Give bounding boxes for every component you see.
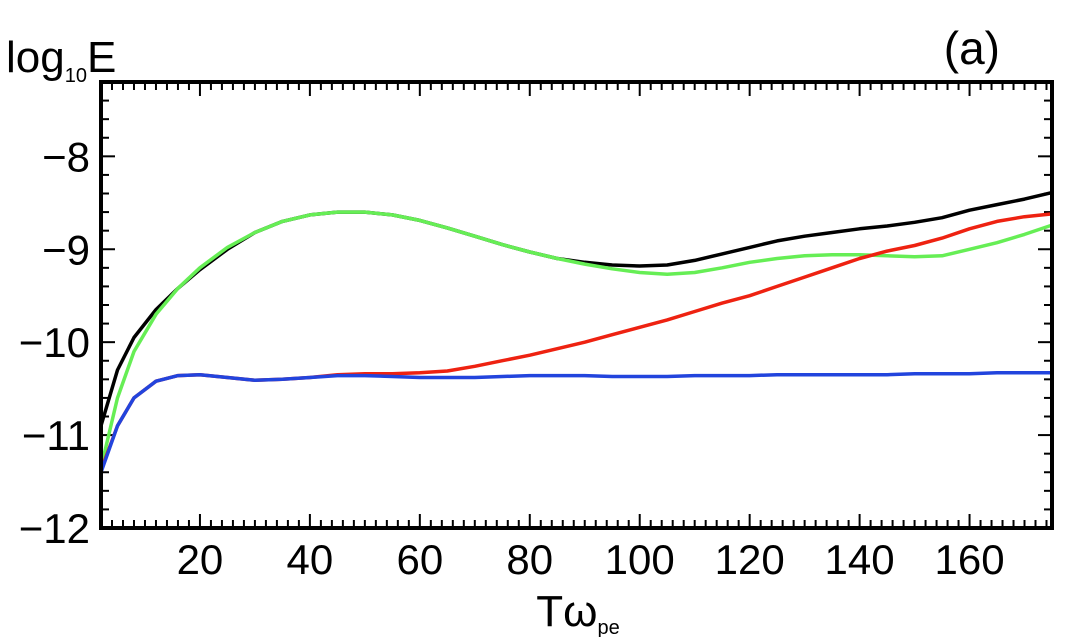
x-axis-title: Tωpe (536, 587, 619, 637)
y-axis-title-main: log (6, 33, 65, 82)
x-tick-label: 140 (825, 536, 895, 583)
y-axis-title: log10E (6, 33, 116, 87)
x-tick-label: 80 (506, 536, 553, 583)
x-tick-label: 60 (396, 536, 443, 583)
x-axis-title-main: Tω (536, 587, 597, 636)
y-tick-label: −9 (42, 226, 90, 273)
panel-label: (a) (944, 22, 1000, 74)
x-tick-label: 40 (287, 536, 334, 583)
x-tick-label: 120 (715, 536, 785, 583)
y-tick-label: −10 (19, 319, 90, 366)
y-axis-title-suffix: E (87, 33, 116, 82)
y-tick-labels: −12 −11 −10 −9 −8 (19, 133, 90, 552)
series-line-black (99, 190, 1054, 428)
x-tick-labels: 20 40 60 80 100 120 140 160 (177, 536, 1005, 583)
y-tick-label: −8 (42, 133, 90, 180)
y-tick-label: −11 (22, 412, 90, 459)
y-axis-title-sub: 10 (65, 65, 87, 87)
x-tick-label: 160 (935, 536, 1005, 583)
x-axis-title-sub: pe (597, 617, 619, 637)
y-tick-label: −12 (19, 505, 90, 552)
series-lines (99, 190, 1054, 475)
tick-marks (100, 81, 1052, 529)
series-line-blue (99, 371, 1054, 475)
plot-frame (99, 80, 1054, 530)
series-line-green (99, 210, 1054, 470)
x-tick-label: 20 (177, 536, 224, 583)
x-tick-label: 100 (605, 536, 675, 583)
series-line-red (99, 212, 1054, 473)
